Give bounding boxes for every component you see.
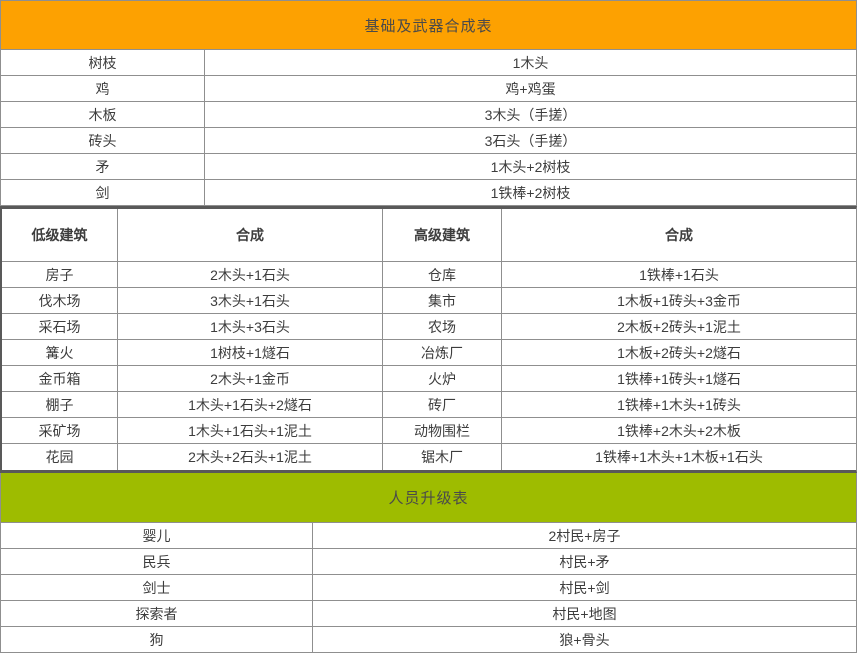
recipe-cell: 鸡+鸡蛋 [205,76,856,102]
low-building-cell: 花园 [2,444,118,470]
table-row: 剑 1铁棒+2树枝 [1,180,856,206]
recipe-cell: 村民+地图 [313,601,856,627]
item-cell: 狗 [1,627,313,653]
upgrade-table: 婴儿 2村民+房子 民兵 村民+矛 剑士 村民+剑 探索者 村民+地图 狗 狼+… [0,523,857,653]
low-building-cell: 采石场 [2,314,118,340]
low-building-cell: 棚子 [2,392,118,418]
item-cell: 树枝 [1,50,205,76]
high-recipe-cell: 1铁棒+2木头+2木板 [502,418,856,444]
recipe-cell: 1木头 [205,50,856,76]
table-row: 民兵 村民+矛 [1,549,856,575]
table-row: 采石场 1木头+3石头 农场 2木板+2砖头+1泥土 [2,314,856,340]
high-building-cell: 集市 [383,288,502,314]
table-row: 房子 2木头+1石头 仓库 1铁棒+1石头 [2,262,856,288]
table-row: 鸡 鸡+鸡蛋 [1,76,856,102]
high-recipe-cell: 1铁棒+1木头+1木板+1石头 [595,449,763,465]
recipe-cell: 1木头+2树枝 [205,154,856,180]
item-cell: 民兵 [1,549,313,575]
table-row: 探索者 村民+地图 [1,601,856,627]
basic-table: 树枝 1木头 鸡 鸡+鸡蛋 木板 3木头（手搓） 砖头 3石头（手搓） 矛 1木… [0,50,857,206]
high-building-cell: 火炉 [383,366,502,392]
table-row: 狗 狼+骨头 [1,627,856,653]
recipe-cell: 1铁棒+2树枝 [205,180,856,206]
table-row: 剑士 村民+剑 [1,575,856,601]
table-row: 树枝 1木头 [1,50,856,76]
high-recipe-cell: 1铁棒+1石头 [502,262,856,288]
high-recipe-cell: 1铁棒+1木头+1砖头 [502,392,856,418]
table-row: 砖头 3石头（手搓） [1,128,856,154]
basic-table-title: 基础及武器合成表 [364,17,493,35]
low-recipe-cell: 1木头+1石头+2燧石 [118,392,383,418]
table-row: 婴儿 2村民+房子 [1,523,856,549]
high-recipe-cell: 1铁棒+1砖头+1燧石 [502,366,856,392]
item-cell: 婴儿 [1,523,313,549]
table-row: 矛 1木头+2树枝 [1,154,856,180]
high-recipe-cell: 2木板+2砖头+1泥土 [502,314,856,340]
upgrade-table-title: 人员升级表 [388,490,469,507]
high-recipe-cell: 1木板+2砖头+2燧石 [502,340,856,366]
column-header-low-buildings: 低级建筑 [2,209,118,262]
upgrade-table-banner: 人员升级表 [0,473,857,523]
recipe-cell: 村民+剑 [313,575,856,601]
table-row: 木板 3木头（手搓） [1,102,856,128]
high-building-cell: 冶炼厂 [383,340,502,366]
recipe-cell: 3木头（手搓） [205,102,856,128]
low-building-cell: 篝火 [2,340,118,366]
low-recipe-cell: 1木头+1石头+1泥土 [118,418,383,444]
low-building-cell: 伐木场 [2,288,118,314]
column-header-low-recipe: 合成 [118,209,383,262]
low-recipe-cell: 1树枝+1燧石 [118,340,383,366]
low-building-cell: 采矿场 [2,418,118,444]
high-building-cell: 农场 [383,314,502,340]
recipe-cell: 狼+骨头 [313,627,856,653]
recipe-cell: 村民+矛 [313,549,856,575]
table-row: 伐木场 3木头+1石头 集市 1木板+1砖头+3金币 [2,288,856,314]
column-header-high-recipe: 合成 [502,209,856,262]
table-row: 花园 2木头+2石头+1泥土 锯木厂 1铁棒+1木头+1木板+1石头 [2,444,856,470]
low-recipe-cell: 1木头+3石头 [118,314,383,340]
item-cell: 剑 [1,180,205,206]
table-row: 金币箱 2木头+1金币 火炉 1铁棒+1砖头+1燧石 [2,366,856,392]
item-cell: 砖头 [1,128,205,154]
item-cell: 木板 [1,102,205,128]
low-building-cell: 房子 [2,262,118,288]
low-recipe-cell: 2木头+2石头+1泥土 [118,444,383,470]
high-recipe-cell: 1木板+1砖头+3金币 [502,288,856,314]
item-cell: 剑士 [1,575,313,601]
high-building-cell: 砖厂 [383,392,502,418]
low-recipe-cell: 2木头+1石头 [118,262,383,288]
item-cell: 探索者 [1,601,313,627]
low-building-cell: 金币箱 [2,366,118,392]
column-header-high-buildings: 高级建筑 [383,209,502,262]
item-cell: 矛 [1,154,205,180]
high-building-cell: 动物围栏 [383,418,502,444]
low-recipe-cell: 2木头+1金币 [118,366,383,392]
high-building-cell: 锯木厂 [383,444,502,470]
table-row: 篝火 1树枝+1燧石 冶炼厂 1木板+2砖头+2燧石 [2,340,856,366]
recipe-cell: 3石头（手搓） [205,128,856,154]
high-building-cell: 仓库 [383,262,502,288]
table-header-row: 低级建筑 合成 高级建筑 合成 [2,209,856,262]
basic-table-banner: 基础及武器合成表 [0,0,857,50]
table-row: 棚子 1木头+1石头+2燧石 砖厂 1铁棒+1木头+1砖头 [2,392,856,418]
recipe-cell: 2村民+房子 [313,523,856,549]
item-cell: 鸡 [1,76,205,102]
buildings-table: 低级建筑 合成 高级建筑 合成 房子 2木头+1石头 仓库 1铁棒+1石头 伐木… [0,206,857,473]
table-row: 采矿场 1木头+1石头+1泥土 动物围栏 1铁棒+2木头+2木板 [2,418,856,444]
low-recipe-cell: 3木头+1石头 [118,288,383,314]
